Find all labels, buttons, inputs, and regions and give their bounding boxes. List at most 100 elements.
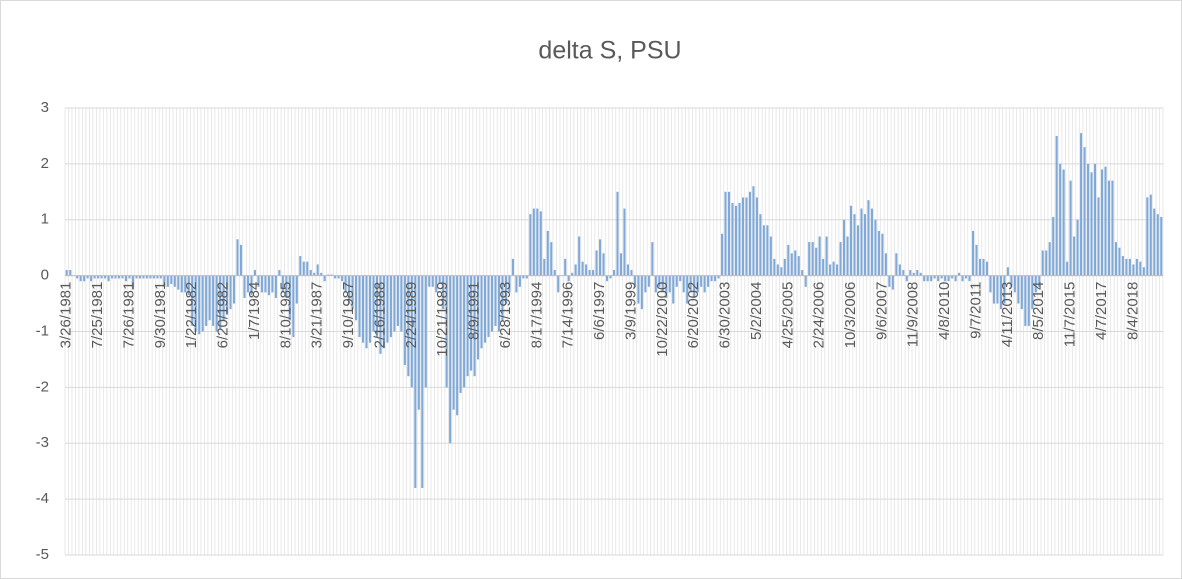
bar <box>295 275 298 304</box>
x-tick-label: 9/6/2007 <box>873 282 890 340</box>
bar <box>365 275 368 349</box>
y-tick-label: 1 <box>41 211 49 228</box>
bar <box>128 275 131 279</box>
bar <box>1013 275 1016 293</box>
bar <box>1107 180 1111 276</box>
bar <box>100 275 103 279</box>
bar <box>334 275 337 279</box>
bar <box>1003 275 1006 304</box>
bar <box>567 275 570 282</box>
bar <box>564 258 567 276</box>
bar <box>83 275 86 282</box>
bar <box>919 272 922 276</box>
bar <box>658 275 661 287</box>
bar <box>1027 275 1030 326</box>
bar <box>69 270 72 276</box>
bar <box>571 272 574 276</box>
bar <box>264 275 267 293</box>
bar <box>257 275 260 287</box>
bar <box>863 214 867 276</box>
bar <box>762 225 765 276</box>
bar <box>396 275 399 326</box>
bar <box>738 202 741 276</box>
bar <box>355 275 358 321</box>
chart-title: delta S, PSU <box>538 37 681 65</box>
bar <box>700 275 703 287</box>
bar <box>951 275 954 279</box>
bar <box>668 275 671 293</box>
bar <box>212 275 215 326</box>
bar <box>1135 258 1138 276</box>
bar <box>205 275 208 326</box>
bar <box>368 275 372 343</box>
bar <box>438 275 441 285</box>
bar <box>253 270 257 276</box>
bar <box>344 275 347 293</box>
x-tick-label: 7/14/1996 <box>560 282 577 349</box>
bar <box>424 275 427 388</box>
x-tick-label: 9/10/1987 <box>340 282 357 349</box>
bar <box>163 275 166 287</box>
bar <box>483 275 487 343</box>
bar <box>229 275 232 310</box>
bar <box>766 225 769 276</box>
x-tick-label: 8/17/1994 <box>528 282 545 349</box>
x-tick-label: 2/24/2006 <box>811 282 828 349</box>
bar <box>302 261 305 276</box>
bar <box>815 247 818 276</box>
bar <box>449 275 452 444</box>
bar <box>233 275 236 304</box>
bar <box>149 275 152 279</box>
bar <box>330 274 333 276</box>
bar <box>731 202 734 276</box>
bar <box>971 230 975 276</box>
x-tick-label: 7/25/1981 <box>89 282 106 349</box>
bar <box>107 275 110 282</box>
bar <box>145 275 148 279</box>
bar <box>1111 180 1114 276</box>
bar <box>201 275 204 332</box>
bar <box>361 275 365 343</box>
bar <box>504 275 507 304</box>
bar <box>142 275 145 279</box>
bar <box>124 275 128 282</box>
x-tick-label: 8/9/1991 <box>466 282 483 340</box>
bar <box>215 275 218 332</box>
bar <box>1146 197 1149 276</box>
bar <box>1118 247 1121 276</box>
bar <box>958 272 961 276</box>
bar <box>860 208 863 276</box>
bar <box>741 197 745 276</box>
bar <box>337 275 340 279</box>
bar <box>138 275 141 279</box>
bar <box>1038 275 1041 287</box>
bar <box>895 253 898 276</box>
bar <box>902 270 905 276</box>
bar <box>944 275 947 282</box>
bar <box>267 275 270 296</box>
bar <box>832 261 835 276</box>
bar <box>790 253 793 276</box>
bar <box>208 275 211 321</box>
bar <box>316 264 319 276</box>
bar <box>219 275 222 329</box>
bar <box>916 270 919 276</box>
bar <box>693 275 696 298</box>
bar <box>675 275 678 287</box>
bar <box>999 275 1002 310</box>
bar <box>1080 133 1083 276</box>
bar <box>166 275 169 287</box>
bar <box>180 275 183 293</box>
bar <box>846 236 849 276</box>
x-tick-label: 11/9/2008 <box>905 282 922 348</box>
x-tick-label: 8/4/2018 <box>1124 282 1141 340</box>
x-tick-label: 8/10/1985 <box>277 282 294 349</box>
y-tick-label: -4 <box>36 490 49 507</box>
bar <box>797 256 800 276</box>
x-tick-label: 4/7/2017 <box>1093 282 1110 340</box>
bar <box>341 275 344 282</box>
bar <box>686 275 689 304</box>
bar <box>985 261 989 276</box>
bar <box>992 275 995 304</box>
y-tick-label: 0 <box>41 267 49 284</box>
